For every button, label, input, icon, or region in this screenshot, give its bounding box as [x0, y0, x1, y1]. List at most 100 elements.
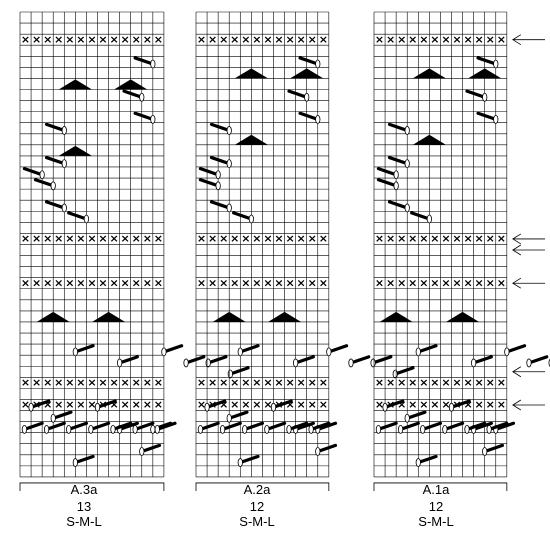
cable-loop [50, 181, 56, 191]
cross-symbol: × [21, 33, 30, 46]
cross-symbol: × [475, 376, 484, 389]
cable-stitch [111, 421, 133, 431]
cross-symbol: × [486, 232, 495, 245]
cable-loop [415, 347, 421, 357]
cable-stitch [387, 155, 409, 166]
cable-stitch [410, 211, 431, 221]
cable-loop [61, 203, 67, 213]
cross-symbol: × [263, 398, 272, 411]
cross-symbol: × [486, 33, 495, 46]
cable-loop [326, 347, 332, 357]
cross-symbol: × [285, 376, 294, 389]
cross-symbol: × [297, 232, 306, 245]
cable-stitch [393, 366, 415, 376]
row-arrow-head [512, 399, 522, 411]
cable-stitch [209, 155, 231, 166]
cable-stitch [271, 399, 293, 409]
cross-symbol: × [21, 232, 30, 245]
cable-loop [404, 413, 410, 423]
cross-symbol: × [43, 33, 52, 46]
decrease-wedge [468, 68, 502, 79]
cable-loop [226, 126, 232, 135]
cross-symbol: × [154, 398, 163, 411]
cross-symbol: × [263, 33, 272, 46]
cross-symbol: × [54, 398, 63, 411]
cable-stitch [527, 355, 549, 365]
cross-symbol: × [397, 276, 406, 289]
cable-stitch [22, 167, 44, 177]
cable-loop [315, 59, 321, 69]
chart-name-a3a: A.3a [71, 482, 99, 497]
cross-symbol: × [452, 33, 461, 46]
cable-loop [21, 424, 28, 434]
cable-loop [397, 424, 404, 434]
cable-loop [286, 424, 292, 434]
cross-symbol: × [21, 276, 30, 289]
cross-symbol: × [87, 276, 96, 289]
cable-stitch [465, 421, 487, 431]
cross-symbol: × [230, 232, 239, 245]
cross-symbol: × [475, 33, 484, 46]
cross-symbol: × [208, 276, 217, 289]
row-arrow-head [512, 277, 522, 289]
row-arrow-head [512, 233, 522, 245]
width-bracket [195, 482, 330, 491]
cross-symbol: × [87, 376, 96, 389]
cross-symbol: × [308, 398, 317, 411]
cable-stitch [44, 200, 66, 210]
cross-symbol: × [143, 33, 152, 46]
cable-loop [448, 402, 455, 412]
cross-symbol: × [154, 33, 163, 46]
cable-loop [205, 358, 211, 368]
cross-symbol: × [463, 276, 472, 289]
cross-symbol: × [375, 232, 384, 245]
cable-loop [219, 424, 226, 434]
cable-loop [393, 170, 399, 180]
cable-loop [504, 347, 510, 357]
cable-stitch [118, 421, 139, 431]
cross-symbol: × [43, 232, 52, 245]
cross-symbol: × [219, 398, 228, 411]
row-arrow-head [512, 366, 522, 378]
cross-symbol: × [54, 376, 63, 389]
cable-loop [393, 181, 399, 191]
width-bracket [373, 482, 508, 491]
cross-symbol: × [132, 276, 141, 289]
cross-symbol: × [419, 398, 428, 411]
cross-symbol: × [430, 276, 439, 289]
cross-symbol: × [452, 376, 461, 389]
cross-symbol: × [43, 376, 52, 389]
decrease-wedge [290, 68, 324, 79]
cross-symbol: × [397, 33, 406, 46]
cable-stitch [298, 56, 320, 66]
cross-symbol: × [297, 376, 306, 389]
cross-symbol: × [308, 276, 317, 289]
cross-symbol: × [143, 276, 152, 289]
cross-symbol: × [319, 232, 328, 245]
decrease-wedge [412, 68, 446, 79]
cable-stitch [238, 344, 260, 354]
cross-symbol: × [408, 33, 417, 46]
cable-loop [215, 170, 221, 180]
cross-symbol: × [285, 398, 294, 411]
cross-symbol: × [132, 33, 141, 46]
cable-stitch [416, 454, 438, 465]
cross-symbol: × [486, 398, 495, 411]
cable-stitch [387, 200, 409, 210]
cross-symbol: × [319, 398, 328, 411]
cable-loop [226, 159, 232, 169]
decrease-wedge [91, 311, 126, 322]
cross-symbol: × [397, 398, 406, 411]
cable-stitch [383, 399, 405, 409]
cross-symbol: × [463, 376, 472, 389]
cross-symbol: × [208, 376, 217, 389]
cross-symbol: × [109, 33, 118, 46]
cable-loop [493, 114, 499, 124]
cross-symbol: × [297, 276, 306, 289]
cross-symbol: × [397, 376, 406, 389]
sizes-a3a: S-M-L [66, 514, 101, 529]
cross-symbol: × [319, 276, 328, 289]
cable-stitch [376, 421, 398, 431]
decrease-wedge [379, 311, 413, 322]
cross-symbol: × [143, 398, 152, 411]
